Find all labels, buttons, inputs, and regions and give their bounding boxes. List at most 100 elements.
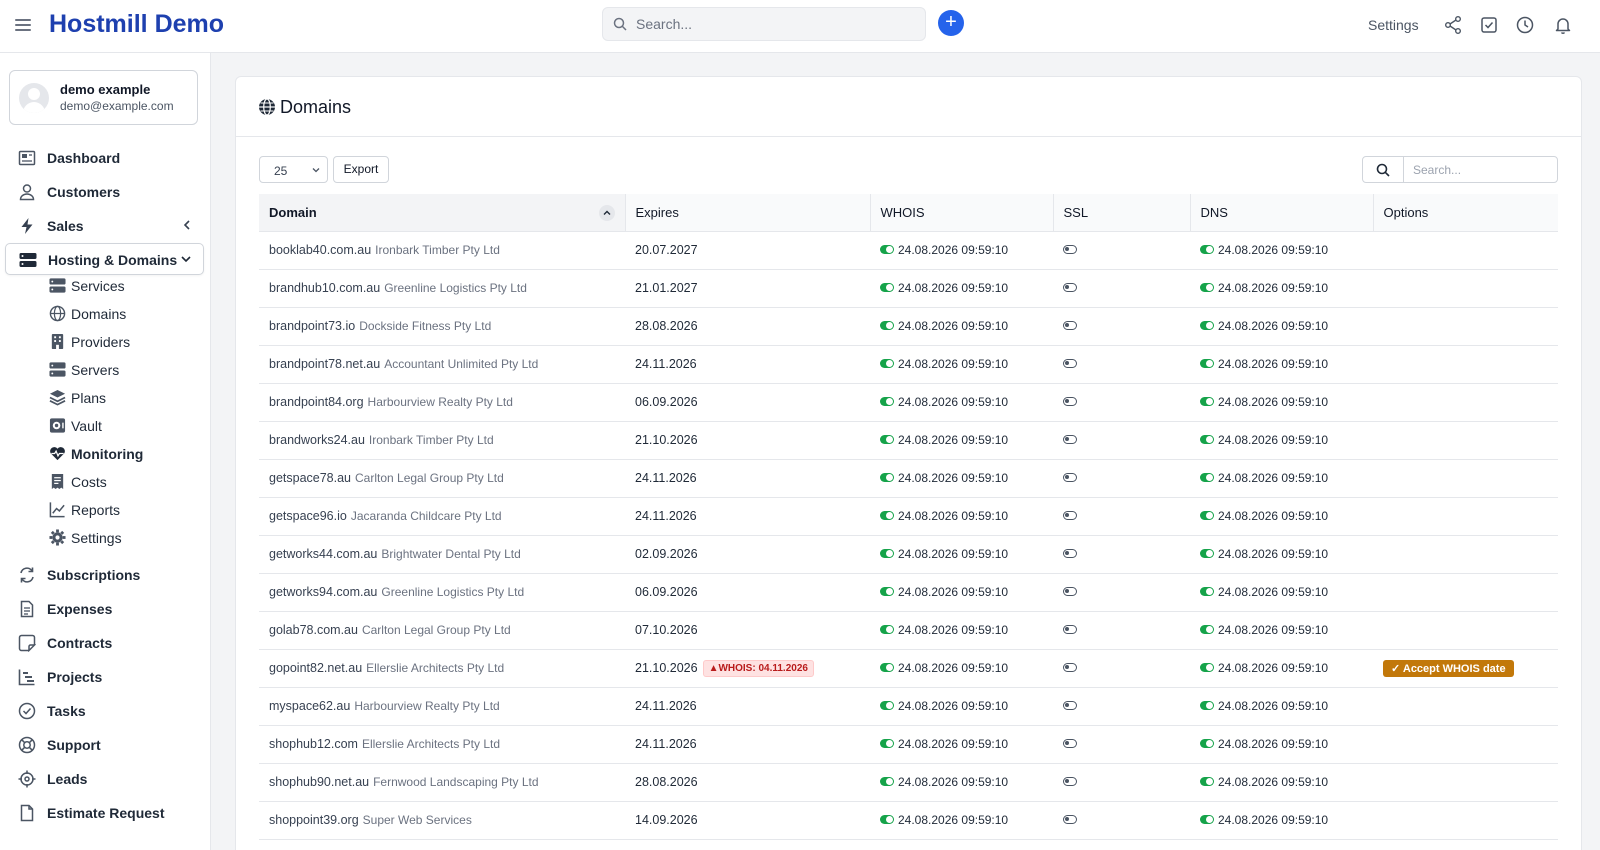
ssl-toggle-icon[interactable] (1063, 283, 1077, 292)
customer-link[interactable]: Fernwood Landscaping Pty Ltd (373, 775, 539, 789)
domain-link[interactable]: brandpoint84.org (269, 395, 364, 409)
domain-link[interactable]: brandhub10.com.au (269, 281, 381, 295)
cell-dns: 24.08.2026 09:59:10 (1190, 307, 1373, 346)
table-search-input[interactable] (1403, 156, 1558, 183)
sidebar-item-projects[interactable]: Projects (5, 661, 204, 693)
domain-link[interactable]: gopoint82.net.au (269, 661, 363, 675)
sidebar-item-customers[interactable]: Customers (5, 176, 204, 208)
customer-link[interactable]: Brightwater Dental Pty Ltd (381, 547, 521, 561)
export-button[interactable]: Export (333, 156, 389, 183)
app-title[interactable]: Hostmill Demo (49, 10, 225, 38)
domain-link[interactable]: shoppoint39.org (269, 813, 359, 827)
table-row: brandpoint78.net.au Accountant Unlimited … (259, 345, 1558, 384)
global-search-input[interactable] (636, 8, 916, 40)
cell-ssl (1053, 763, 1190, 802)
domain-link[interactable]: getspace96.io (269, 509, 347, 523)
ssl-toggle-icon[interactable] (1063, 587, 1077, 596)
cell-options (1373, 421, 1558, 460)
page-size-select[interactable]: 25 (259, 156, 328, 183)
customer-link[interactable]: Carlton Legal Group Pty Ltd (361, 623, 511, 637)
sidebar-item-sales[interactable]: Sales (5, 210, 204, 242)
domain-link[interactable]: myspace62.au (269, 699, 351, 713)
avatar (19, 83, 49, 113)
cell-domain: booklab40.com.au Ironbark Timber Pty Ltd (259, 231, 625, 270)
customer-link[interactable]: Ellerslie Architects Pty Ltd (361, 737, 501, 751)
domain-link[interactable]: booklab40.com.au (269, 243, 372, 257)
user-email: demo@example.com (60, 99, 174, 113)
ssl-toggle-icon[interactable] (1063, 815, 1077, 824)
sidebar-item-support[interactable]: Support (5, 729, 204, 761)
ssl-toggle-icon[interactable] (1063, 359, 1077, 368)
ssl-toggle-icon[interactable] (1063, 777, 1077, 786)
ssl-toggle-icon[interactable] (1063, 549, 1077, 558)
customer-link[interactable]: Ellerslie Architects Pty Ltd (366, 661, 505, 675)
customer-link[interactable]: Greenline Logistics Pty Ltd (384, 281, 527, 295)
ssl-toggle-icon[interactable] (1063, 739, 1077, 748)
sidebar-item-contracts[interactable]: Contracts (5, 627, 204, 659)
user-card[interactable]: demo example demo@example.com (9, 70, 198, 125)
sidebar-item-dashboard[interactable]: Dashboard (5, 142, 204, 174)
customer-link[interactable]: Harbourview Realty Pty Ltd (367, 395, 513, 409)
lifebuoy-icon (18, 736, 36, 754)
expires-date: 21.01.2027 (635, 281, 698, 295)
ssl-toggle-icon[interactable] (1063, 321, 1077, 330)
column-header-ssl[interactable]: SSL (1053, 194, 1191, 232)
ssl-toggle-icon[interactable] (1063, 397, 1077, 406)
expires-date: 28.08.2026 (635, 319, 698, 333)
domain-link[interactable]: shophub90.net.au (269, 775, 370, 789)
bell-icon[interactable] (1553, 15, 1573, 35)
table-row: brandhub10.com.au Greenline Logistics Pty… (259, 269, 1558, 308)
customer-link[interactable]: Carlton Legal Group Pty Ltd (355, 471, 504, 485)
column-header-domain[interactable]: Domain (259, 194, 626, 232)
cell-ssl (1053, 383, 1190, 422)
table-search-button[interactable] (1362, 156, 1404, 183)
domain-link[interactable]: getworks44.com.au (269, 547, 378, 561)
sidebar-item-leads[interactable]: Leads (5, 763, 204, 795)
hamburger-menu-icon[interactable] (15, 17, 31, 33)
customer-link[interactable]: Accountant Unlimited Pty Ltd (384, 357, 539, 371)
domain-link[interactable]: golab78.com.au (269, 623, 358, 637)
domain-link[interactable]: shophub12.com (269, 737, 358, 751)
ssl-toggle-icon[interactable] (1063, 473, 1077, 482)
ssl-toggle-icon[interactable] (1063, 435, 1077, 444)
sort-ascending-icon[interactable] (598, 205, 615, 221)
customer-link[interactable]: Dockside Fitness Pty Ltd (359, 319, 492, 333)
ssl-toggle-icon[interactable] (1063, 245, 1077, 254)
clock-icon[interactable] (1515, 15, 1535, 35)
domain-link[interactable]: brandpoint73.io (269, 319, 356, 333)
sidebar-item-hosting-domains[interactable]: Hosting & Domains (5, 243, 204, 275)
sidebar-item-estimate-request[interactable]: Estimate Request (5, 797, 204, 829)
sidebar-item-expenses[interactable]: Expenses (5, 593, 204, 625)
customer-link[interactable]: Jacaranda Childcare Pty Ltd (350, 509, 502, 523)
customer-link[interactable]: Harbourview Realty Pty Ltd (354, 699, 500, 713)
sidebar-item-subscriptions[interactable]: Subscriptions (5, 559, 204, 591)
domain-link[interactable]: getspace78.au (269, 471, 352, 485)
ssl-toggle-icon[interactable] (1063, 663, 1077, 672)
domain-link[interactable]: getworks94.com.au (269, 585, 378, 599)
ssl-toggle-icon[interactable] (1063, 625, 1077, 634)
cell-expires: 20.07.2027 (625, 231, 870, 270)
customer-link[interactable]: Ironbark Timber Pty Ltd (368, 433, 494, 447)
customer-link[interactable]: Ironbark Timber Pty Ltd (375, 243, 500, 257)
ssl-toggle-icon[interactable] (1063, 701, 1077, 710)
status-toggle-icon (1200, 777, 1214, 787)
customer-link[interactable]: Super Web Services (362, 813, 472, 827)
column-header-expires[interactable]: Expires (625, 194, 871, 232)
column-header-whois[interactable]: WHOIS (870, 194, 1054, 232)
share-icon[interactable] (1443, 15, 1463, 35)
column-header-dns[interactable]: DNS (1190, 194, 1374, 232)
domain-link[interactable]: brandworks24.au (269, 433, 365, 447)
sidebar-item-tasks[interactable]: Tasks (5, 695, 204, 727)
cell-whois: 24.08.2026 09:59:10 (870, 231, 1053, 270)
customer-link[interactable]: Greenline Logistics Pty Ltd (381, 585, 525, 599)
table-row: brandpoint84.org Harbourview Realty Pty L… (259, 383, 1558, 422)
accept-whois-date-button[interactable]: ✓ Accept WHOIS date (1383, 659, 1514, 677)
sidebar-item-label: Dashboard (47, 150, 121, 166)
domain-link[interactable]: brandpoint78.net.au (269, 357, 381, 371)
cell-options (1373, 763, 1558, 802)
settings-link[interactable]: Settings (1368, 17, 1419, 33)
ssl-toggle-icon[interactable] (1063, 511, 1077, 520)
quick-add-button[interactable]: + (938, 10, 964, 36)
status-toggle-icon (1200, 359, 1214, 369)
checkbox-icon[interactable] (1479, 15, 1499, 35)
